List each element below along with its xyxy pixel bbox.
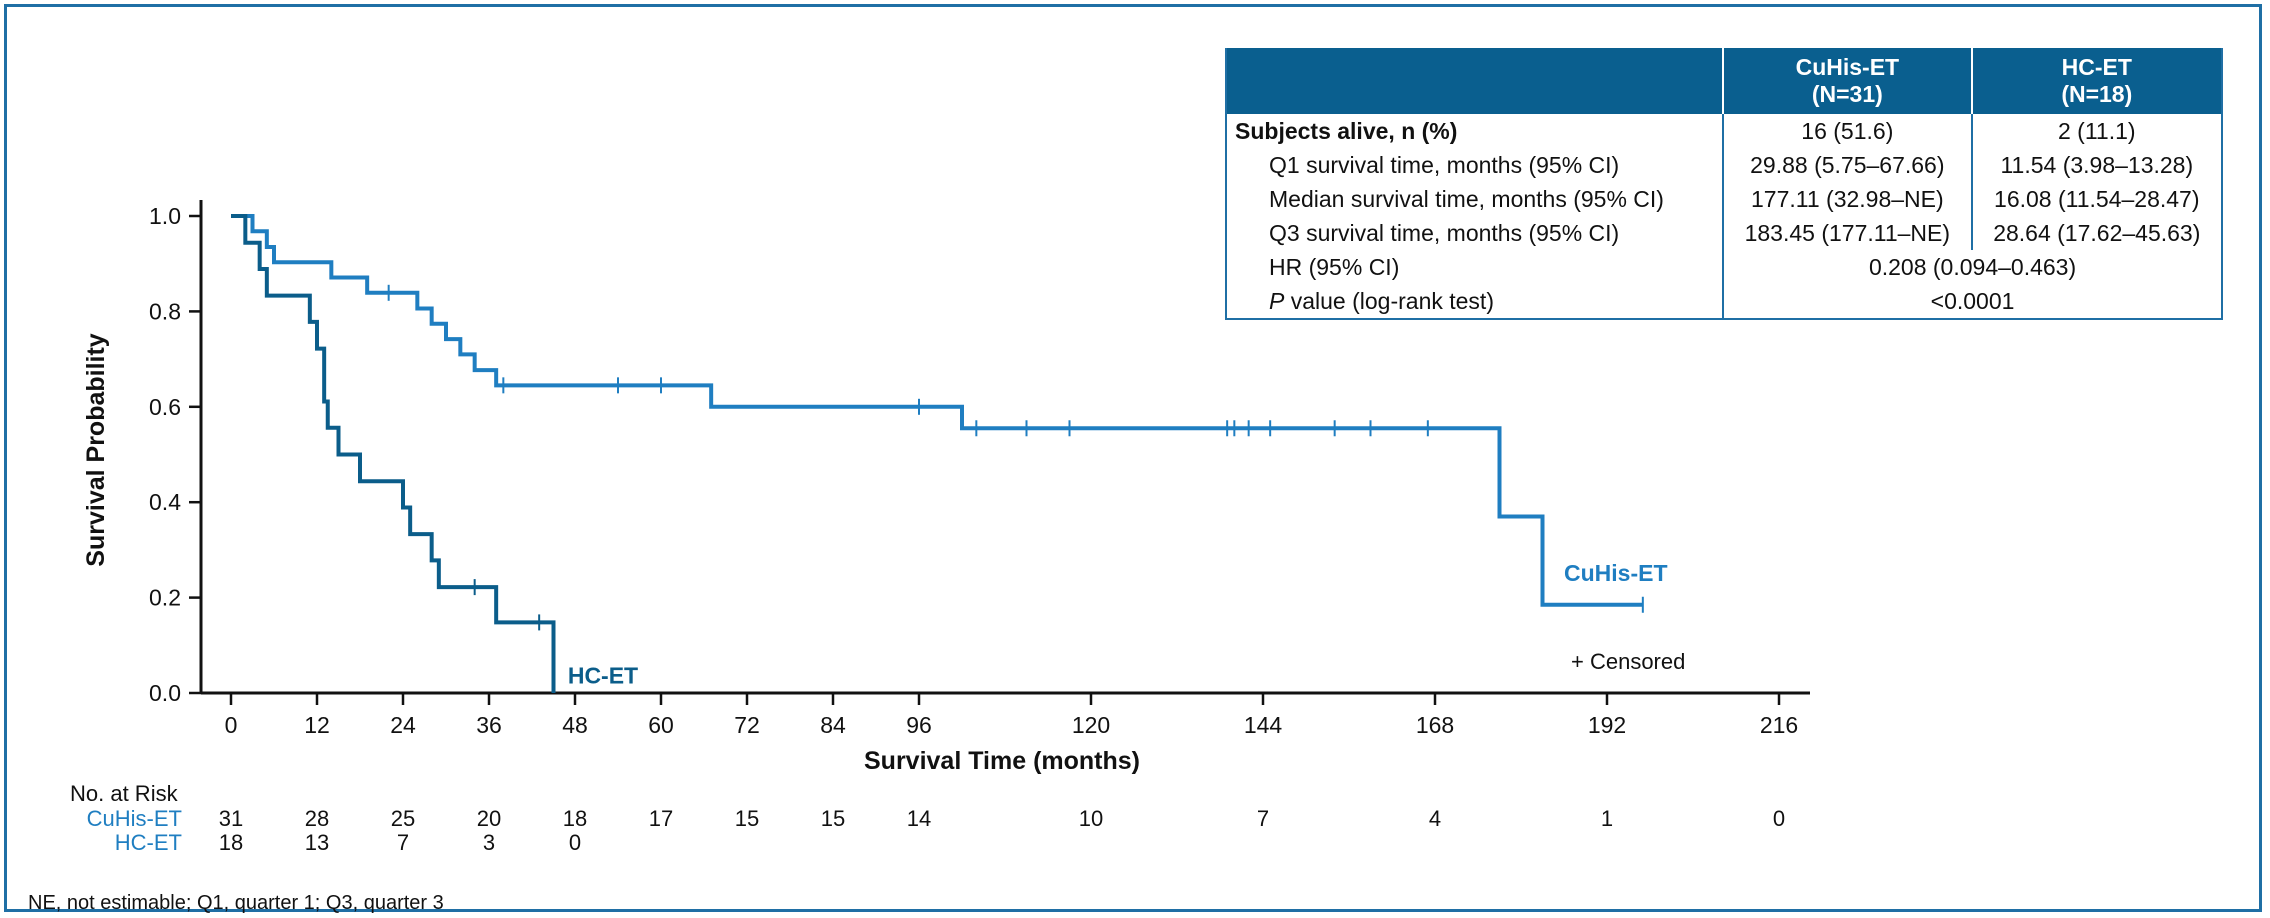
stats-row-label: Median survival time, months (95% CI)	[1269, 186, 1664, 212]
stats-row-label: Subjects alive, n (%)	[1235, 118, 1458, 144]
stats-cell-combined: <0.0001	[1722, 284, 2222, 319]
risk-count: 18	[563, 806, 587, 831]
risk-count: 1	[1601, 806, 1613, 831]
risk-count: 25	[391, 806, 415, 831]
stats-row: P value (log-rank test) <0.0001	[1226, 284, 2222, 319]
y-tick-label: 0.0	[149, 680, 181, 706]
figure-frame	[4, 4, 2262, 912]
x-tick-label: 36	[476, 712, 502, 738]
risk-count: 18	[219, 830, 243, 855]
y-axis-label: Survival Probability	[82, 333, 110, 567]
stats-header-row: CuHis-ET (N=31) HC-ET (N=18)	[1226, 48, 2222, 114]
risk-count: 31	[219, 806, 243, 831]
risk-row-name: CuHis-ET	[87, 806, 182, 831]
stats-header-cuhis-line2: (N=31)	[1811, 81, 1883, 107]
series-line-hc-et	[231, 214, 556, 693]
y-tick-label: 0.6	[149, 394, 181, 420]
survival-curves: CuHis-ET HC-ET	[231, 214, 1668, 693]
y-tick-label: 1.0	[149, 203, 181, 229]
risk-count: 0	[1773, 806, 1785, 831]
risk-count: 15	[735, 806, 759, 831]
risk-count: 28	[305, 806, 329, 831]
stats-cell-combined: 0.208 (0.094–0.463)	[1722, 250, 2222, 284]
risk-count: 17	[649, 806, 673, 831]
series-label: HC-ET	[568, 662, 638, 688]
x-tick-label: 144	[1244, 712, 1283, 738]
p-italic: P	[1269, 288, 1285, 314]
x-tick-label: 84	[820, 712, 846, 738]
x-tick-label: 24	[390, 712, 416, 738]
risk-count: 20	[477, 806, 501, 831]
stats-row-label: HR (95% CI)	[1269, 254, 1400, 280]
y-tick-label: 0.8	[149, 298, 181, 324]
p-label-rest: value (log-rank test)	[1284, 288, 1494, 314]
risk-row-name: HC-ET	[115, 830, 182, 855]
stats-row-label: P value (log-rank test)	[1226, 284, 1723, 319]
stats-cell-cuhis: 16 (51.6)	[1722, 114, 1972, 148]
risk-count: 4	[1429, 806, 1441, 831]
risk-count: 7	[397, 830, 409, 855]
stats-header-hc-line2: (N=18)	[2061, 81, 2133, 107]
stats-cell-hc: 28.64 (17.62–45.63)	[1970, 216, 2222, 250]
stats-cell-cuhis: 177.11 (32.98–NE)	[1722, 182, 1972, 216]
footnote: NE, not estimable; Q1, quarter 1; Q3, qu…	[28, 892, 444, 914]
y-tick-label: 0.4	[149, 489, 181, 515]
stats-row: Q1 survival time, months (95% CI) 29.88 …	[1226, 148, 2222, 182]
stats-cell-hc: 11.54 (3.98–13.28)	[1970, 148, 2222, 182]
stats-header-hc-line1: HC-ET	[2061, 54, 2132, 80]
risk-count: 3	[483, 830, 495, 855]
risk-table-title: No. at Risk	[70, 781, 179, 806]
x-tick-label: 216	[1760, 712, 1798, 738]
stats-table: CuHis-ET (N=31) HC-ET (N=18) Subjects al…	[1225, 48, 2223, 320]
y-tick-label: 0.2	[149, 585, 181, 611]
stats-row: Subjects alive, n (%) 16 (51.6) 2 (11.1)	[1226, 114, 2222, 148]
stats-row-label: Q3 survival time, months (95% CI)	[1269, 220, 1620, 246]
x-axis-label: Survival Time (months)	[864, 747, 1140, 775]
risk-count: 15	[821, 806, 845, 831]
x-tick-label: 192	[1588, 712, 1626, 738]
x-tick-label: 48	[562, 712, 588, 738]
risk-count: 7	[1257, 806, 1269, 831]
series-label: CuHis-ET	[1564, 560, 1668, 586]
x-tick-label: 120	[1072, 712, 1110, 738]
x-tick-label: 12	[304, 712, 330, 738]
stats-row: Median survival time, months (95% CI) 17…	[1226, 182, 2222, 216]
risk-count: 14	[907, 806, 931, 831]
x-tick-label: 96	[906, 712, 932, 738]
x-tick-label: 72	[734, 712, 760, 738]
x-tick-label: 60	[648, 712, 674, 738]
stats-cell-cuhis: 29.88 (5.75–67.66)	[1722, 148, 1972, 182]
stats-row-label: Q1 survival time, months (95% CI)	[1269, 152, 1620, 178]
series-line-cuhis-et	[231, 214, 1643, 607]
stats-row: Q3 survival time, months (95% CI) 183.45…	[1226, 216, 2222, 250]
censored-legend: + Censored	[1571, 649, 1685, 674]
x-tick-label: 168	[1416, 712, 1454, 738]
stats-header-blank	[1226, 48, 1724, 114]
risk-count: 0	[569, 830, 581, 855]
stats-row: HR (95% CI) 0.208 (0.094–0.463)	[1226, 250, 2222, 284]
stats-cell-hc: 2 (11.1)	[1970, 114, 2222, 148]
stats-header-hc: HC-ET (N=18)	[1970, 48, 2222, 114]
stats-cell-cuhis: 183.45 (177.11–NE)	[1722, 216, 1972, 250]
risk-count: 13	[305, 830, 329, 855]
stats-cell-hc: 16.08 (11.54–28.47)	[1970, 182, 2222, 216]
stats-header-cuhis-line1: CuHis-ET	[1795, 54, 1900, 80]
x-tick-label: 0	[225, 712, 238, 738]
risk-count: 10	[1079, 806, 1103, 831]
stats-header-cuhis: CuHis-ET (N=31)	[1722, 48, 1972, 114]
axes: 0 12 24 36 48 60 72 84 96 120 144 168 192 216 0.0 0.2 0.…	[82, 200, 1810, 775]
